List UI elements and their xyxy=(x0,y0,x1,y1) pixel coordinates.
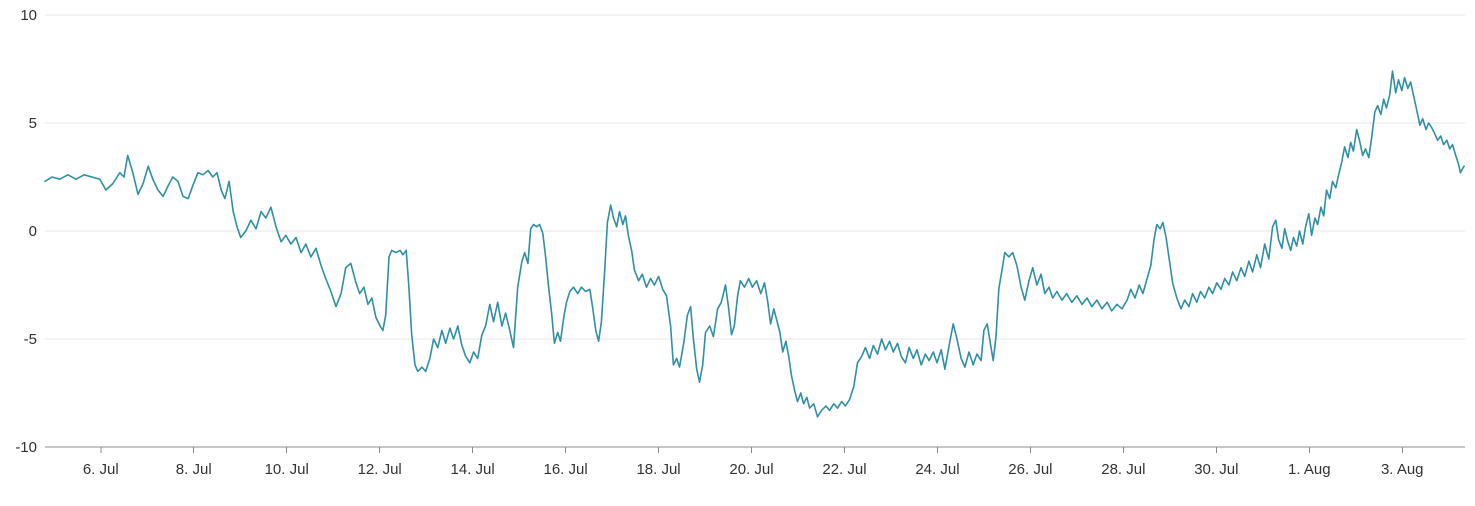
gridlines xyxy=(45,14,1465,340)
x-axis-tick-label: 8. Jul xyxy=(176,461,212,478)
y-axis-tick-label: -5 xyxy=(24,331,37,348)
x-axis-tick-label: 3. Aug xyxy=(1381,461,1424,478)
x-axis-tick-label: 12. Jul xyxy=(358,461,402,478)
x-axis-tick-label: 10. Jul xyxy=(265,461,309,478)
x-axis-labels: 6. Jul 8. Jul 10. Jul 12. Jul 14. Jul 16. Jul… xyxy=(83,461,1424,478)
y-axis-tick-label: -10 xyxy=(15,439,37,456)
x-axis-tick-label: 16. Jul xyxy=(543,461,587,478)
y-axis-tick-label: 10 xyxy=(20,7,37,24)
x-axis-tick-label: 24. Jul xyxy=(915,461,959,478)
x-axis-tick-label: 18. Jul xyxy=(636,461,680,478)
y-axis-tick-label: 0 xyxy=(29,223,37,240)
x-axis xyxy=(45,446,1465,453)
x-axis-tick-label: 22. Jul xyxy=(822,461,866,478)
data-series-line[interactable] xyxy=(44,70,1465,418)
y-axis-tick-label: 5 xyxy=(29,115,37,132)
x-axis-tick-label: 28. Jul xyxy=(1101,461,1145,478)
x-axis-tick-label: 26. Jul xyxy=(1008,461,1052,478)
x-axis-tick-label: 6. Jul xyxy=(83,461,119,478)
x-axis-tick-label: 20. Jul xyxy=(729,461,773,478)
y-axis-labels: 10 5 0 -5 -10 xyxy=(15,7,37,456)
x-axis-tick-label: 14. Jul xyxy=(451,461,495,478)
x-axis-tick-label: 1. Aug xyxy=(1288,461,1331,478)
x-axis-tick-label: 30. Jul xyxy=(1194,461,1238,478)
